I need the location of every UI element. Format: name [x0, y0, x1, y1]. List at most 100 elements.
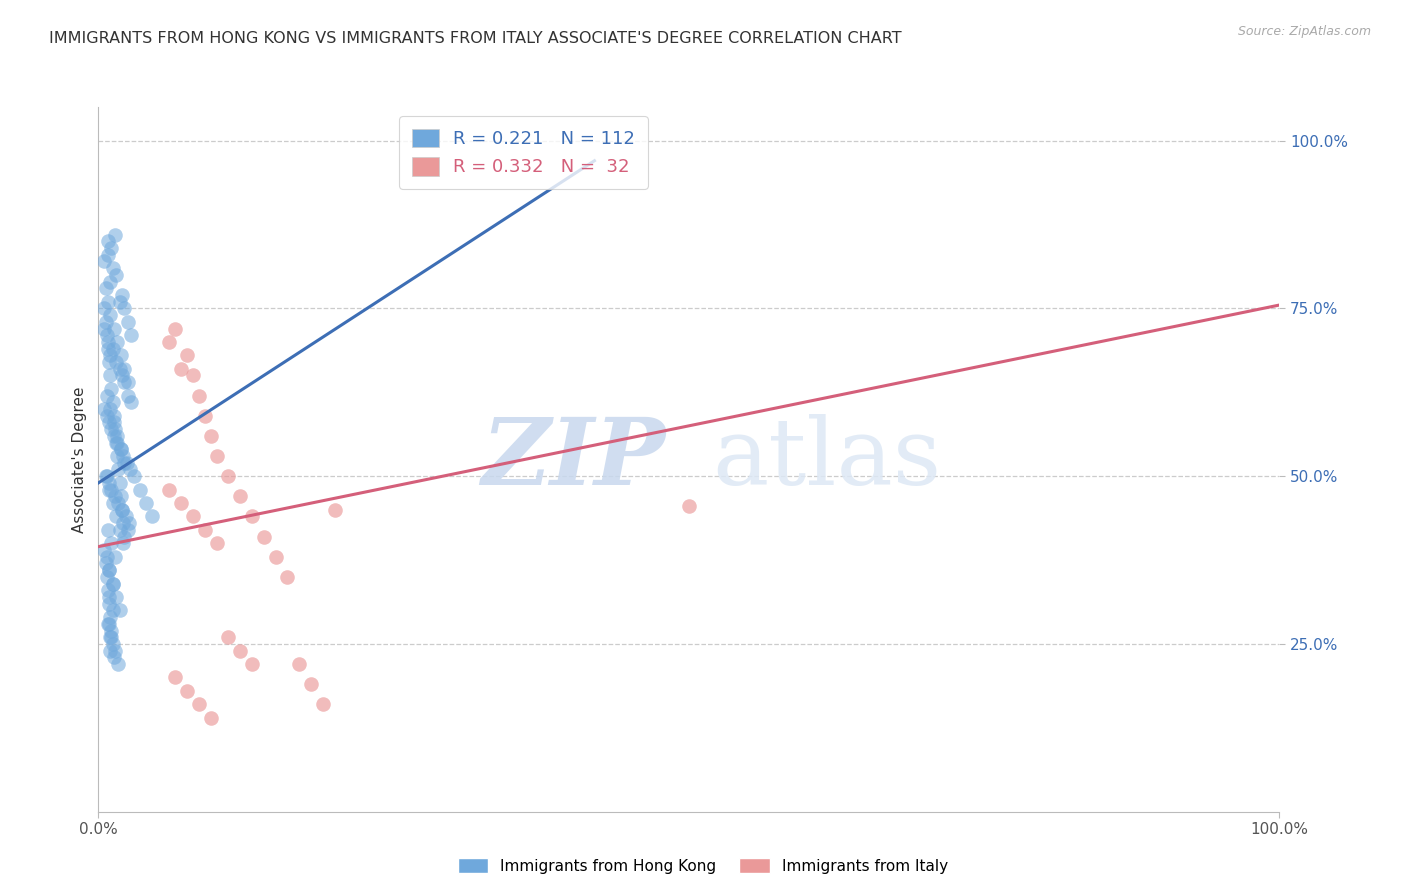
Point	[121, 328, 143, 343]
Point	[135, 496, 157, 510]
Point	[118, 516, 141, 530]
Point	[94, 315, 117, 329]
Point	[98, 355, 121, 369]
Point	[100, 536, 122, 550]
Point	[94, 281, 117, 295]
Point	[240, 657, 263, 671]
Point	[205, 449, 228, 463]
Point	[288, 657, 311, 671]
Point	[108, 603, 131, 617]
Point	[240, 509, 263, 524]
Point	[176, 348, 198, 362]
Point	[117, 375, 139, 389]
Point	[97, 342, 120, 356]
Point	[98, 416, 121, 430]
Point	[112, 516, 135, 530]
Point	[98, 597, 121, 611]
Point	[105, 590, 128, 604]
Point	[112, 536, 135, 550]
Point	[104, 643, 127, 657]
Y-axis label: Associate's Degree: Associate's Degree	[72, 386, 87, 533]
Point	[96, 549, 118, 564]
Point	[104, 227, 127, 242]
Point	[103, 429, 125, 443]
Point	[101, 496, 124, 510]
Point	[104, 549, 127, 564]
Point	[117, 523, 139, 537]
Point	[107, 496, 129, 510]
Point	[312, 698, 335, 712]
Point	[98, 483, 121, 497]
Point	[105, 268, 128, 282]
Point	[98, 275, 121, 289]
Point	[165, 321, 187, 335]
Point	[97, 523, 120, 537]
Point	[107, 657, 129, 671]
Point	[115, 456, 138, 470]
Point	[93, 321, 115, 335]
Point	[98, 563, 121, 577]
Point	[101, 261, 124, 276]
Point	[299, 677, 322, 691]
Point	[111, 502, 134, 516]
Point	[98, 590, 121, 604]
Point	[176, 684, 198, 698]
Point	[105, 509, 128, 524]
Point	[187, 389, 209, 403]
Point	[205, 536, 228, 550]
Point	[120, 462, 142, 476]
Point	[100, 483, 122, 497]
Point	[101, 576, 124, 591]
Point	[105, 435, 128, 450]
Point	[101, 637, 124, 651]
Text: IMMIGRANTS FROM HONG KONG VS IMMIGRANTS FROM ITALY ASSOCIATE'S DEGREE CORRELATIO: IMMIGRANTS FROM HONG KONG VS IMMIGRANTS …	[49, 31, 901, 46]
Point	[141, 509, 163, 524]
Point	[112, 301, 135, 316]
Point	[96, 328, 118, 343]
Point	[229, 643, 252, 657]
Text: Source: ZipAtlas.com: Source: ZipAtlas.com	[1237, 25, 1371, 38]
Point	[117, 315, 139, 329]
Legend: Immigrants from Hong Kong, Immigrants from Italy: Immigrants from Hong Kong, Immigrants fr…	[451, 852, 955, 880]
Point	[229, 489, 252, 503]
Point	[111, 288, 134, 302]
Point	[98, 643, 121, 657]
Point	[100, 382, 122, 396]
Point	[187, 698, 209, 712]
Point	[97, 583, 120, 598]
Point	[165, 671, 187, 685]
Point	[96, 389, 118, 403]
Point	[107, 462, 129, 476]
Point	[323, 502, 346, 516]
Point	[98, 475, 121, 490]
Point	[200, 711, 222, 725]
Text: atlas: atlas	[713, 415, 942, 504]
Point	[97, 234, 120, 248]
Point	[96, 469, 118, 483]
Point	[98, 630, 121, 644]
Point	[105, 435, 128, 450]
Point	[112, 449, 135, 463]
Point	[93, 543, 115, 558]
Point	[108, 361, 131, 376]
Point	[96, 570, 118, 584]
Point	[103, 409, 125, 423]
Point	[105, 449, 128, 463]
Point	[110, 442, 132, 457]
Point	[276, 570, 298, 584]
Point	[93, 254, 115, 268]
Point	[100, 624, 122, 638]
Point	[200, 429, 222, 443]
Point	[98, 402, 121, 417]
Point	[170, 496, 193, 510]
Point	[108, 294, 131, 309]
Point	[101, 576, 124, 591]
Point	[98, 616, 121, 631]
Point	[121, 395, 143, 409]
Point	[217, 469, 239, 483]
Point	[157, 334, 180, 349]
Point	[97, 294, 120, 309]
Legend: R = 0.221   N = 112, R = 0.332   N =  32: R = 0.221 N = 112, R = 0.332 N = 32	[399, 116, 648, 189]
Point	[110, 348, 132, 362]
Point	[100, 241, 122, 255]
